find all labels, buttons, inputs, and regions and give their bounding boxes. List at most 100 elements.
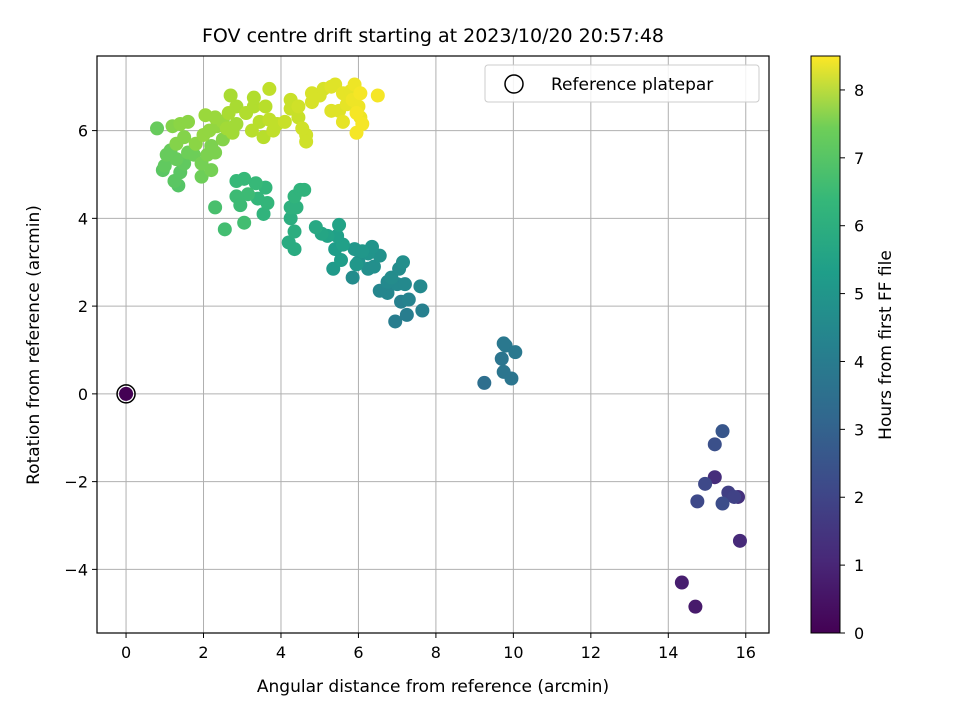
data-point [258,99,273,114]
data-point [198,108,213,123]
colorbar-tick-label: 3 [854,420,864,439]
data-point [262,81,277,96]
data-point [508,345,523,360]
data-point [401,292,416,307]
data-point [229,117,244,132]
data-point [698,476,713,491]
legend: Reference platepar [484,64,760,103]
data-point [349,125,364,140]
y-tick-label: −2 [64,473,88,492]
data-point [223,88,238,103]
x-axis-label: Angular distance from reference (arcmin) [257,677,609,697]
data-point [355,244,370,259]
data-point [241,187,256,202]
data-point [246,90,261,105]
colorbar-tick-label: 4 [854,352,864,371]
colorbar-tick-label: 8 [854,81,864,100]
grid-lines [97,56,769,633]
colorbar: 0 1 2 3 4 5 6 7 8 Hours from first FF file [810,55,896,643]
data-point [204,138,219,153]
data-point [283,211,298,226]
data-point [674,575,689,590]
y-axis-label: Rotation from reference (arcmin) [24,205,44,485]
data-point [397,277,412,292]
y-axis-ticks: −4 −2 0 2 4 6 [64,122,97,579]
data-point [415,303,430,318]
x-tick-label: 8 [431,643,441,662]
data-point [287,224,302,239]
colorbar-tick-label: 0 [854,624,864,643]
data-point [715,424,730,439]
y-tick-label: 0 [78,385,88,404]
x-tick-label: 16 [736,643,756,662]
data-point [291,110,306,125]
data-point [277,114,292,129]
colorbar-tick-label: 2 [854,488,864,507]
x-tick-label: 12 [581,643,601,662]
data-point [399,307,414,322]
data-point [299,134,314,149]
data-point [157,158,172,173]
data-point [289,200,304,215]
data-point [237,215,252,230]
data-point [208,200,223,215]
data-point [334,253,349,268]
data-point [332,217,347,232]
chart-title: FOV centre drift starting at 2023/10/20 … [202,25,664,47]
colorbar-tick-label: 7 [854,149,864,168]
data-point [349,106,364,121]
data-point [494,351,509,366]
x-tick-label: 0 [121,643,131,662]
data-point [177,130,192,145]
colorbar-label: Hours from first FF file [876,250,896,440]
data-point [248,176,263,191]
data-point [150,121,165,136]
colorbar-ticks: 0 1 2 3 4 5 6 7 8 [840,81,864,643]
y-tick-label: −4 [64,560,88,579]
colorbar-tick-label: 1 [854,556,864,575]
x-tick-label: 10 [503,643,523,662]
data-point [345,270,360,285]
data-point [732,533,747,548]
reference-ring [116,384,136,404]
legend-reference-icon [504,74,524,94]
reference-marker [116,384,136,404]
data-point [353,86,368,101]
x-tick-label: 14 [658,643,678,662]
data-point [181,114,196,129]
data-point [244,123,259,138]
reference-point [119,386,134,401]
x-tick-label: 4 [276,643,286,662]
data-point [504,371,519,386]
data-point [727,489,742,504]
data-point [335,114,350,129]
legend-entry-reference: Reference platepar [551,75,713,95]
data-point [233,198,248,213]
data-point [690,494,705,509]
data-point [281,235,296,250]
data-point [388,314,403,329]
data-points [150,77,747,614]
x-tick-label: 6 [353,643,363,662]
data-point [477,375,492,390]
y-tick-label: 4 [78,209,88,228]
data-point [715,496,730,511]
data-point [330,228,345,243]
data-point [395,255,410,270]
data-point [349,257,364,272]
data-point [688,599,703,614]
legend-box [484,64,760,103]
y-tick-label: 6 [78,122,88,141]
colorbar-gradient [810,55,841,634]
data-point [256,206,271,221]
x-tick-label: 2 [198,643,208,662]
plot-frame [96,55,770,634]
colorbar-tick-label: 5 [854,285,864,304]
data-point [366,259,381,274]
data-point [217,222,232,237]
data-point [707,437,722,452]
data-point [297,182,312,197]
data-point [295,121,310,136]
data-point [496,336,511,351]
